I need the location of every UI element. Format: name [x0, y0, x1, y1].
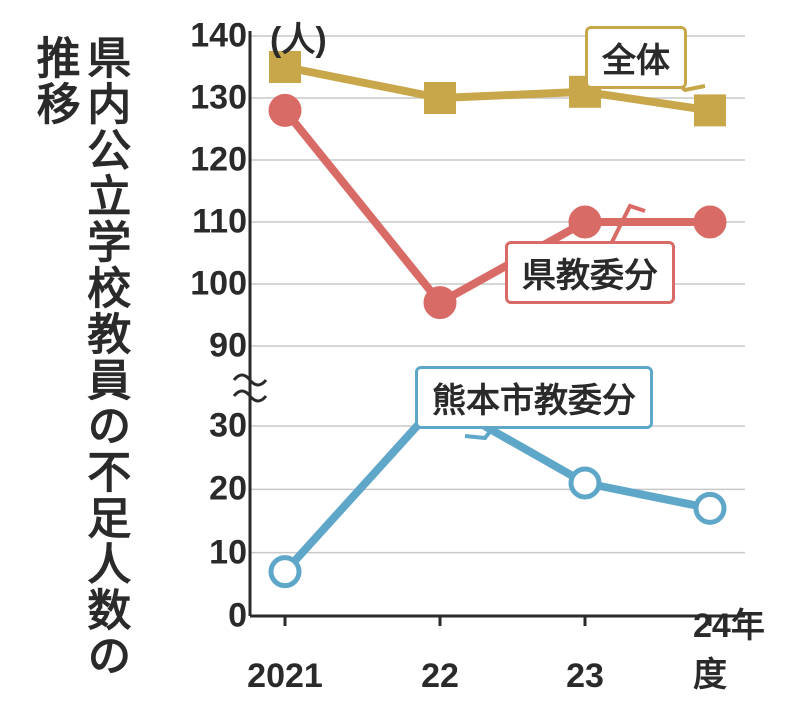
x-tick-label: 23 — [566, 657, 604, 696]
x-tick-label: 22 — [421, 657, 459, 696]
y-tick-label: 90 — [209, 327, 247, 366]
x-tick-label: 24年度 — [693, 598, 778, 696]
x-tick-label: 2021 — [247, 657, 323, 696]
y-tick-label: 0 — [228, 597, 247, 636]
y-unit: (人) — [270, 12, 327, 61]
legend-total: 全体 — [585, 26, 687, 89]
legend-pref: 県教委分 — [505, 241, 675, 304]
y-tick-label: 140 — [190, 17, 247, 56]
y-tick-label: 10 — [209, 533, 247, 572]
chart-area: (人) 90 100 110 120 130 140 0 10 20 30 2021 22 23 24年… — [155, 6, 795, 696]
chart-svg — [155, 6, 795, 696]
chart-title: 県内公立学校教員の不足人数の推移 — [28, 35, 129, 706]
y-tick-label: 100 — [190, 265, 247, 304]
y-tick-label: 130 — [190, 79, 247, 118]
y-tick-label: 30 — [209, 407, 247, 446]
y-tick-label: 20 — [209, 470, 247, 509]
y-tick-label: 120 — [190, 141, 247, 180]
legend-city: 熊本市教委分 — [415, 366, 653, 429]
y-tick-label: 110 — [192, 203, 247, 242]
